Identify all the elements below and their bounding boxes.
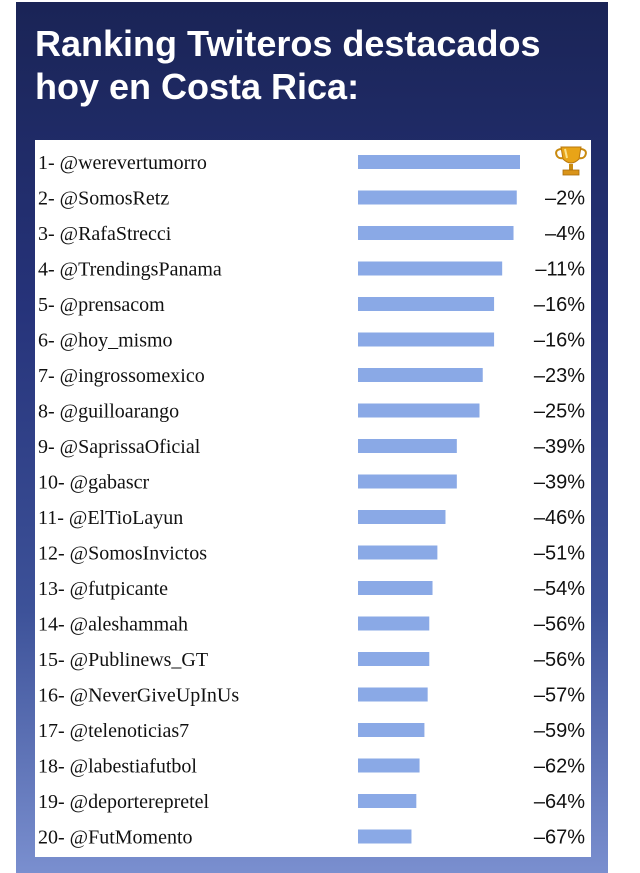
category-label: 19- @deporterepretel xyxy=(38,791,210,813)
chart-panel: 1- @werevertumorro 2- @SomosRetz –2% 3- @Ra… xyxy=(35,140,591,857)
bar xyxy=(358,510,446,524)
category-label: 15- @Publinews_GT xyxy=(38,649,208,671)
bar xyxy=(358,545,438,560)
category-label: 5- @prensacom xyxy=(38,294,165,316)
category-label: 1- @werevertumorro xyxy=(38,152,207,174)
bar xyxy=(358,581,433,595)
category-label: 17- @telenoticias7 xyxy=(38,720,189,742)
category-label: 18- @labestiafutbol xyxy=(38,756,197,778)
change-label: –39% xyxy=(534,436,585,458)
change-label: –16% xyxy=(534,330,585,352)
ranking-card: Ranking Twiteros destacados hoy en Costa… xyxy=(16,2,608,873)
change-label: –67% xyxy=(534,827,585,849)
bar xyxy=(358,652,430,666)
category-label: 2- @SomosRetz xyxy=(38,188,169,210)
change-label: –11% xyxy=(535,259,585,281)
change-label: –2% xyxy=(545,188,585,210)
bar xyxy=(358,687,428,702)
bar xyxy=(358,616,430,631)
change-label: –25% xyxy=(534,401,585,423)
change-label: –39% xyxy=(534,472,585,494)
change-label: –51% xyxy=(534,543,585,565)
change-label: –64% xyxy=(534,791,585,813)
bar xyxy=(358,190,517,205)
bar xyxy=(358,758,420,773)
change-label: –4% xyxy=(545,223,585,245)
change-label: –46% xyxy=(534,507,585,529)
category-label: 11- @ElTioLayun xyxy=(38,507,183,529)
bar xyxy=(358,368,483,382)
change-label: –23% xyxy=(534,365,585,387)
category-label: 13- @futpicante xyxy=(38,578,168,600)
bar xyxy=(358,403,480,418)
trophy-icon xyxy=(555,146,587,176)
change-label: –56% xyxy=(534,649,585,671)
category-label: 6- @hoy_mismo xyxy=(38,330,173,352)
change-label: –56% xyxy=(534,614,585,636)
bar xyxy=(358,794,417,808)
bar xyxy=(358,226,514,240)
chart-title: Ranking Twiteros destacados hoy en Costa… xyxy=(35,23,541,107)
category-label: 14- @aleshammah xyxy=(38,614,188,636)
bar xyxy=(358,723,425,737)
bar xyxy=(358,474,457,489)
bar xyxy=(358,297,495,311)
bar xyxy=(358,439,457,453)
category-label: 9- @SaprissaOficial xyxy=(38,436,201,458)
bar xyxy=(358,155,520,169)
category-label: 4- @TrendingsPanama xyxy=(38,259,222,281)
bar xyxy=(358,829,412,844)
change-label: –59% xyxy=(534,720,585,742)
change-label: –57% xyxy=(534,685,585,707)
category-label: 8- @guilloarango xyxy=(38,401,179,423)
ranking-bar-chart: 1- @werevertumorro 2- @SomosRetz –2% 3- @Ra… xyxy=(38,146,587,849)
bar xyxy=(358,261,503,276)
change-label: –54% xyxy=(534,578,585,600)
category-label: 3- @RafaStrecci xyxy=(38,223,172,245)
category-label: 20- @FutMomento xyxy=(38,827,193,849)
change-label: –62% xyxy=(534,756,585,778)
category-label: 16- @NeverGiveUpInUs xyxy=(38,685,239,707)
change-label: –16% xyxy=(534,294,585,316)
bar xyxy=(358,332,495,347)
category-label: 10- @gabascr xyxy=(38,472,149,494)
category-label: 12- @SomosInvictos xyxy=(38,543,207,565)
category-label: 7- @ingrossomexico xyxy=(38,365,205,387)
